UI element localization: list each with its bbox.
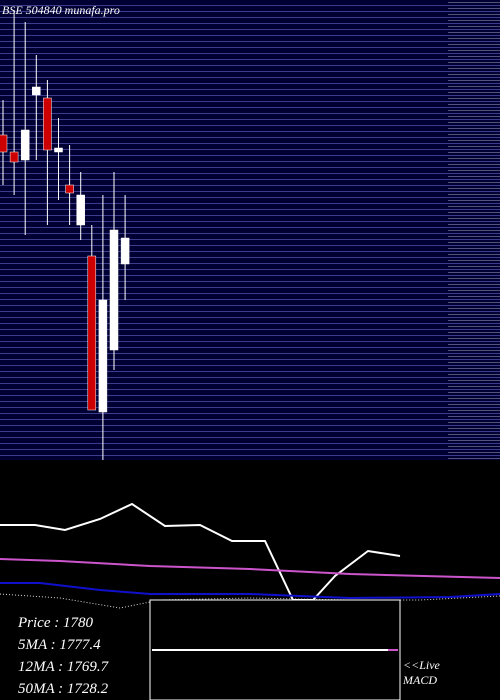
- candle-body: [109, 229, 119, 351]
- candle-body: [20, 129, 30, 161]
- candle-body: [54, 147, 63, 153]
- info-line: 12MA : 1769.7: [18, 659, 110, 675]
- indicator-panel: [0, 502, 500, 700]
- candle-body: [0, 134, 8, 153]
- chart-title: BSE 504840 munafa.pro: [2, 3, 120, 17]
- info-line: 50MA : 1728.2: [18, 681, 109, 697]
- price-panel: [0, 0, 500, 460]
- info-line: Price : 1780: [17, 615, 93, 631]
- info: Price : 1780 5MA : 1777.4 12MA : 1769.7 50M…: [17, 615, 110, 697]
- ma-line-2: [0, 582, 500, 600]
- candle-body: [43, 97, 52, 151]
- candle-body: [76, 194, 85, 226]
- candle-body: [9, 151, 19, 163]
- candle-body: [120, 237, 130, 265]
- candle-body: [98, 299, 108, 413]
- candle-body: [87, 255, 97, 411]
- info-line: 5MA : 1777.4: [18, 637, 101, 653]
- price-labels: [448, 0, 500, 460]
- price-line: [0, 502, 401, 601]
- candle-body: [32, 86, 41, 96]
- ma-line: [0, 558, 500, 579]
- macd-label: MACD: [402, 673, 437, 687]
- macd-label: <<Live: [403, 658, 441, 672]
- candle-body: [65, 184, 74, 194]
- candles: [0, 10, 130, 460]
